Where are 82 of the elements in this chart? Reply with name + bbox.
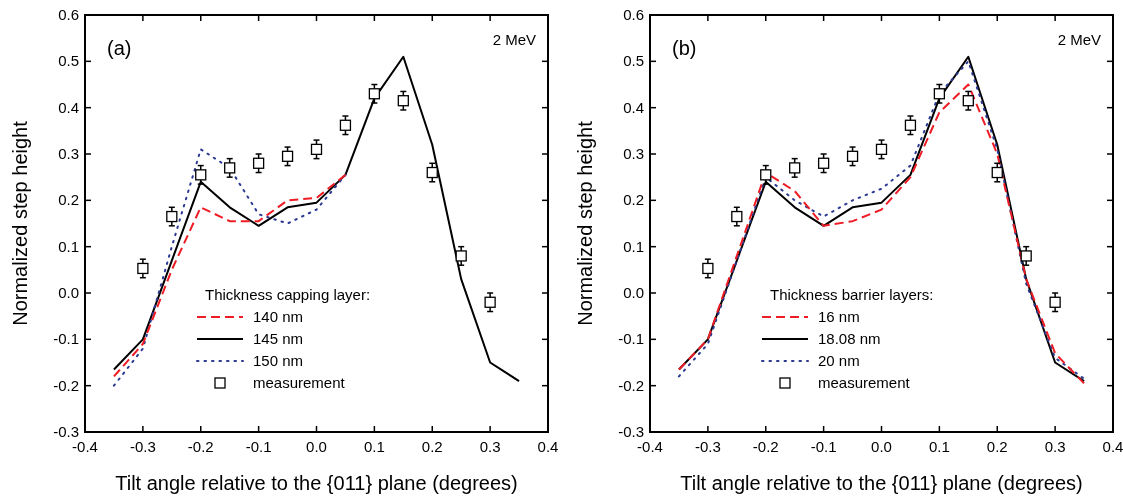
point	[904, 119, 917, 131]
y-axis-title: Normalized step height	[574, 120, 596, 326]
y-tick-label: 0.5	[623, 52, 644, 70]
y-tick-label: -0.1	[53, 330, 79, 348]
y-tick-label: 0.6	[58, 6, 79, 23]
legend-title: Thickness barrier layers:	[770, 286, 934, 303]
legend-label: 150 nm	[253, 352, 304, 369]
x-tick-label: -0.1	[810, 438, 837, 455]
point	[789, 162, 801, 174]
legend-label: measurement	[818, 374, 911, 391]
x-tick-label: 0.1	[928, 438, 950, 455]
y-tick-label: 0.4	[623, 98, 644, 116]
legend-title: Thickness capping layer:	[205, 286, 371, 303]
point	[195, 169, 207, 181]
x-tick-label: 0.2	[986, 438, 1008, 455]
annotation: 2 MeV	[1057, 31, 1101, 48]
point	[875, 143, 888, 156]
y-tick-label: -0.1	[618, 330, 644, 348]
annotation: 2 MeV	[492, 31, 536, 48]
y-tick-label: 0.6	[623, 6, 644, 23]
y-tick-label: 0.1	[623, 237, 644, 255]
y-tick-label: 0.2	[58, 191, 79, 209]
legend-label: 145 nm	[253, 330, 304, 347]
legend-label: 20 nm	[818, 352, 860, 369]
y-tick-label: 0.1	[58, 237, 79, 255]
x-tick-label: -0.1	[245, 438, 272, 455]
point	[702, 262, 714, 275]
x-tick-label: 0.3	[479, 438, 501, 455]
x-tick-label: -0.4	[72, 438, 98, 455]
annotation: (b)	[672, 37, 697, 59]
point	[339, 119, 352, 131]
x-tick-label: 0.2	[421, 438, 443, 455]
y-tick-label: -0.2	[618, 376, 644, 394]
point	[962, 95, 974, 107]
x-tick-label: -0.3	[129, 438, 156, 455]
point	[368, 88, 381, 100]
y-tick-label: 0.3	[58, 145, 79, 162]
y-tick-label: 0.0	[623, 284, 644, 301]
point	[310, 143, 323, 156]
point	[933, 88, 946, 100]
point	[846, 150, 859, 162]
point	[991, 166, 1003, 179]
x-tick-label: -0.2	[752, 438, 779, 455]
legend-label: 140 nm	[253, 308, 304, 325]
y-tick-label: 0.3	[623, 145, 644, 162]
y-tick-label: 0.5	[58, 52, 79, 70]
x-tick-label: 0.0	[871, 438, 892, 455]
x-axis-title: Tilt angle relative to the {011} plane (degrees)	[680, 472, 1083, 494]
legend-label: 18.08 nm	[818, 330, 881, 347]
point	[731, 210, 743, 223]
x-tick-label: 0.0	[306, 438, 327, 455]
y-tick-label: 0.0	[58, 284, 79, 301]
point	[166, 210, 178, 223]
point	[224, 162, 236, 174]
point	[455, 250, 467, 262]
legend-label: 16 nm	[818, 308, 860, 325]
x-tick-label: 0.1	[363, 438, 385, 455]
y-tick-label: -0.2	[53, 376, 79, 394]
point	[137, 262, 149, 275]
x-tick-label: 0.4	[1102, 438, 1123, 455]
y-axis-title: Normalized step height	[9, 120, 31, 326]
x-tick-label: 0.4	[537, 438, 559, 455]
y-tick-label: -0.3	[618, 423, 644, 440]
y-tick-label: 0.2	[623, 191, 644, 209]
x-tick-label: -0.4	[637, 438, 663, 455]
point	[1049, 296, 1061, 308]
point	[397, 95, 409, 107]
annotation: (a)	[107, 37, 132, 59]
x-tick-label: 0.3	[1044, 438, 1066, 455]
y-tick-label: -0.3	[53, 423, 79, 440]
point	[1020, 250, 1032, 262]
legend-label: measurement	[253, 374, 346, 391]
point	[760, 169, 772, 181]
x-tick-label: -0.3	[694, 438, 721, 455]
x-tick-label: -0.2	[187, 438, 214, 455]
point	[817, 157, 830, 169]
point	[484, 296, 496, 308]
y-tick-label: 0.4	[58, 98, 79, 116]
point	[281, 150, 294, 162]
x-axis-title: Tilt angle relative to the {011} plane (degrees)	[115, 472, 518, 494]
point	[426, 166, 438, 179]
point	[252, 157, 265, 169]
